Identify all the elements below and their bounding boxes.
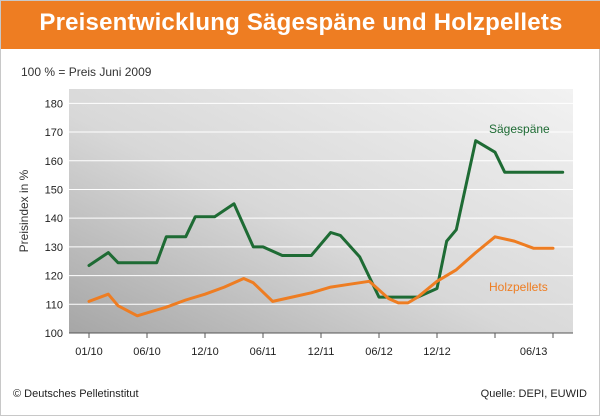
y-axis: 100 110 120 130 140 150 160 170 180 (45, 98, 63, 340)
x-tick-label: 06/10 (133, 346, 161, 358)
y-tick-label: 140 (45, 213, 63, 225)
series-line-holzpellets (87, 235, 555, 318)
x-tick-label: 06/13 (520, 346, 548, 358)
x-tick-label: 06/12 (365, 346, 393, 358)
x-tick-label: 01/10 (75, 346, 103, 358)
chart-subtitle: 100 % = Preis Juni 2009 (21, 65, 152, 79)
series-lines (87, 139, 565, 318)
title-bar (1, 1, 600, 49)
x-axis: 01/10 06/10 12/10 06/11 12/11 06/12 12/12 06/13 (69, 332, 573, 358)
series-label-holzpellets: Holzpellets (489, 280, 548, 294)
x-tick-label: 12/10 (191, 346, 219, 358)
y-tick-label: 100 (45, 328, 63, 340)
y-axis-title: Preisindex in % (17, 169, 31, 252)
footer-copyright: © Deutsches Pelletinstitut (13, 388, 139, 400)
series-label-saegespaene: Sägespäne (489, 122, 550, 136)
y-tick-label: 110 (45, 299, 63, 311)
y-tick-label: 150 (45, 184, 63, 196)
page-title: Preisentwicklung Sägespäne und Holzpelle… (39, 9, 563, 36)
y-tick-label: 160 (45, 156, 63, 168)
y-tick-label: 180 (45, 98, 63, 110)
x-tick-label: 06/11 (250, 346, 277, 358)
y-tick-label: 170 (45, 127, 63, 139)
grid-lines (69, 102, 573, 305)
series-line-saegespaene (87, 139, 565, 299)
y-tick-label: 130 (45, 242, 63, 254)
x-tick-label: 12/12 (423, 346, 451, 358)
footer-source: Quelle: DEPI, EUWID (480, 388, 587, 400)
y-tick-label: 120 (45, 271, 63, 283)
plot-area (69, 89, 573, 333)
x-tick-label: 12/11 (308, 346, 335, 358)
